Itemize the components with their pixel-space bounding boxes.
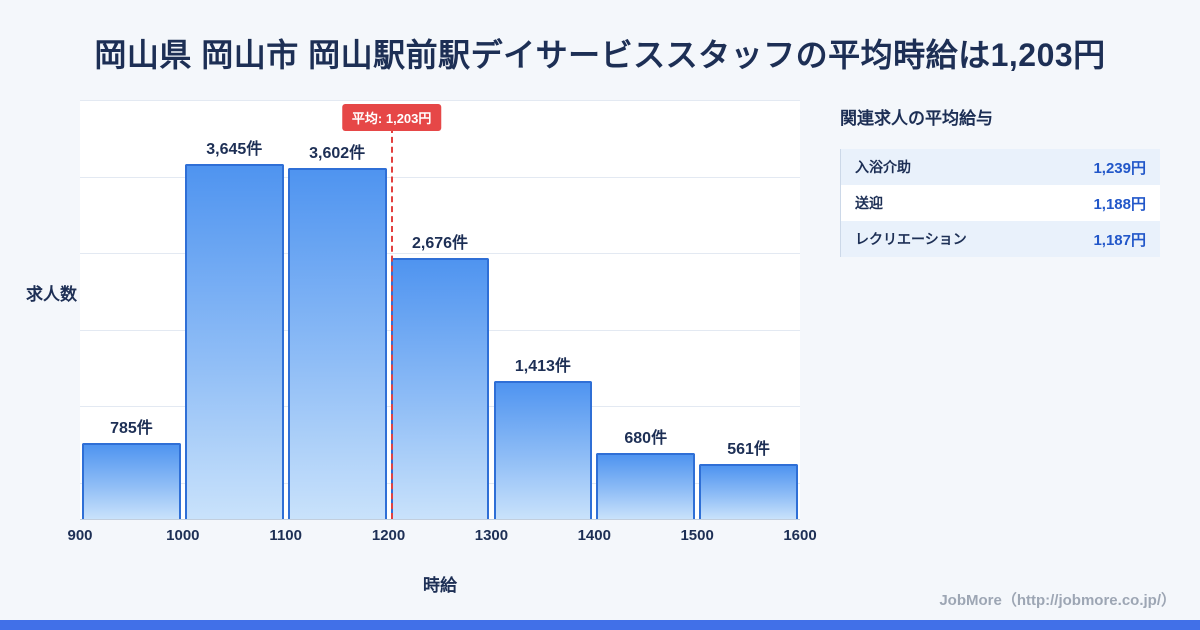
bar-bin-1500: 561件 [697,100,800,519]
bar-bin-1100: 3,602件 [286,100,389,519]
table-row: 送迎 1,188円 [841,185,1160,221]
histogram-plot: 平均: 1,203円 785件 3,645件 3,602件 2,676件 1,413件 6… [80,100,800,520]
bar [699,464,798,519]
average-line [390,127,393,519]
job-type-label: 送迎 [855,195,883,211]
bar-bin-1200: 2,676件 [389,100,492,519]
related-jobs-panel: 関連求人の平均給与 入浴介助 1,239円 送迎 1,188円 レクリエーション… [840,104,1160,257]
bar-bin-1000: 3,645件 [183,100,286,519]
bar [184,163,284,519]
x-tick-label: 1500 [680,527,714,544]
bar [287,168,387,519]
bar-value-label: 680件 [624,429,668,447]
bar-value-label: 561件 [727,441,770,459]
average-badge: 平均: 1,203円 [341,104,442,131]
x-tick-label: 900 [67,527,93,544]
table-row: レクリエーション 1,187円 [841,221,1160,257]
bar [390,258,490,519]
bar-bin-1300: 1,413件 [491,100,594,519]
page-title: 岡山県 岡山市 岡山駅前駅デイサービススタッフの平均時給は1,203円 [94,37,1106,73]
panel-title: 関連求人の平均給与 [840,109,993,128]
footer-credit: JobMore（http://jobmore.co.jp/） [939,592,1176,609]
bar-bin-1400: 680件 [594,100,697,519]
x-tick-label: 1200 [371,527,406,544]
x-axis-label: 時給 [423,576,457,595]
x-tick-label: 1100 [269,527,302,544]
gridline [80,253,800,254]
x-tick-label: 1000 [166,527,200,544]
bar-value-label: 3,602件 [309,145,366,163]
x-tick-label: 1400 [577,527,611,544]
bar-value-label: 3,645件 [206,140,263,158]
job-type-label: 入浴介助 [855,159,911,175]
table-row: 入浴介助 1,239円 [841,149,1160,185]
bar [596,452,696,519]
y-axis-label: 求人数 [26,285,77,304]
related-jobs-table: 入浴介助 1,239円 送迎 1,188円 レクリエーション 1,187円 [840,149,1160,257]
bar-value-label: 1,413件 [514,358,571,376]
bar-bin-900: 785件 [80,100,183,519]
job-wage-value: 1,187円 [1093,231,1146,249]
bar [493,381,593,519]
bar-value-label: 785件 [110,419,153,437]
x-tick-label: 1600 [783,527,817,544]
x-axis-ticks: 900 1000 1100 1200 1300 1400 1500 1600 [67,527,816,547]
job-wage-value: 1,239円 [1093,159,1146,177]
x-tick-label: 1300 [474,527,509,544]
gridline [80,176,800,178]
job-wage-value: 1,188円 [1093,195,1146,213]
bar [82,442,181,519]
gridline [80,100,800,101]
bottom-accent-bar [0,620,1200,630]
job-type-label: レクリエーション [855,231,967,247]
bar-value-label: 2,676件 [411,235,469,253]
